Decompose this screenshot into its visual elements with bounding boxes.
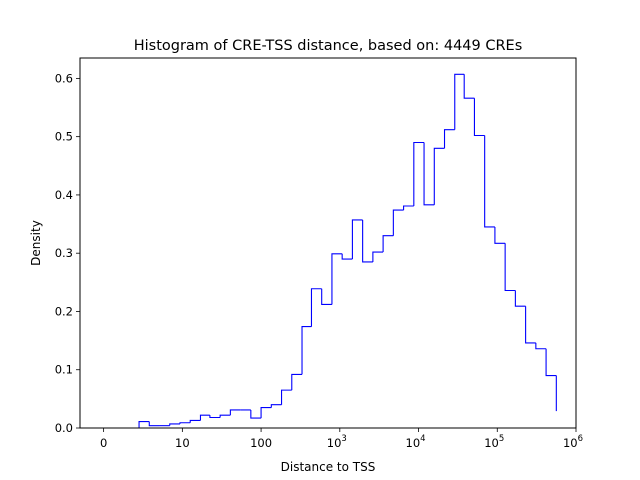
histogram-bar [525, 306, 536, 344]
histogram-bar [454, 73, 465, 130]
histogram-bar [148, 421, 160, 427]
x-axis: 0 10 100 103 104 105 106 [100, 428, 583, 450]
histogram-bar [179, 422, 191, 424]
histogram-bar [463, 74, 475, 99]
histogram-layer [104, 73, 557, 429]
histogram-bar [362, 219, 373, 263]
x-tick-label: 10 [175, 436, 190, 450]
histogram-bar [413, 141, 425, 206]
histogram-bar [341, 253, 353, 260]
histogram-bar [484, 135, 495, 228]
x-tick-label: 106 [563, 434, 583, 450]
histogram-bar [423, 142, 435, 206]
y-tick-label: 0.3 [55, 246, 73, 260]
histogram-bar [199, 414, 210, 421]
histogram-bar [351, 219, 363, 260]
histogram-bar [514, 290, 526, 307]
histogram-bar [250, 409, 262, 419]
x-tick-label: 104 [406, 434, 426, 450]
histogram-bar [473, 98, 485, 137]
histogram-bar [229, 409, 241, 416]
histogram-bar [301, 326, 312, 375]
histogram-bar [443, 129, 455, 149]
histogram-bar [545, 348, 557, 377]
histogram-bar [403, 205, 414, 211]
histogram-bar [382, 235, 394, 253]
histogram-bar [169, 423, 180, 426]
histogram-bar [291, 373, 303, 391]
y-tick-label: 0.1 [55, 363, 73, 377]
y-tick-label: 0.0 [55, 421, 73, 435]
histogram-bar [392, 209, 404, 236]
y-tick-label: 0.4 [55, 188, 73, 202]
y-axis-label: Density [29, 220, 43, 266]
x-tick-label: 100 [250, 436, 272, 450]
histogram-bar [281, 389, 292, 405]
histogram-bar [310, 288, 322, 327]
histogram-bar [219, 414, 231, 418]
x-axis-label: Distance to TSS [281, 460, 376, 474]
histogram-bar [372, 251, 384, 262]
y-tick-label: 0.5 [55, 130, 73, 144]
histogram-bar [138, 421, 150, 428]
histogram-bar [209, 415, 221, 419]
axes-frame [79, 57, 577, 429]
plot-area [80, 58, 576, 428]
y-tick-label: 0.2 [55, 304, 73, 318]
chart-title: Histogram of CRE-TSS distance, based on:… [134, 38, 523, 54]
y-tick-label: 0.6 [55, 71, 73, 85]
histogram-bar [504, 243, 516, 292]
histogram-bar [260, 407, 272, 419]
histogram-bar [331, 253, 343, 305]
x-tick-label: 103 [327, 434, 347, 450]
histogram-bar [189, 419, 201, 423]
histogram-bar [494, 226, 506, 244]
histogram-bar [321, 288, 332, 306]
histogram-bar [535, 342, 547, 350]
x-tick-label: 105 [484, 434, 504, 450]
y-axis: 0.0 0.1 0.2 0.3 0.4 0.5 0.6 [55, 71, 80, 435]
histogram-bar [270, 404, 282, 408]
histogram-bar [433, 147, 445, 205]
x-tick-label: 0 [100, 436, 107, 450]
